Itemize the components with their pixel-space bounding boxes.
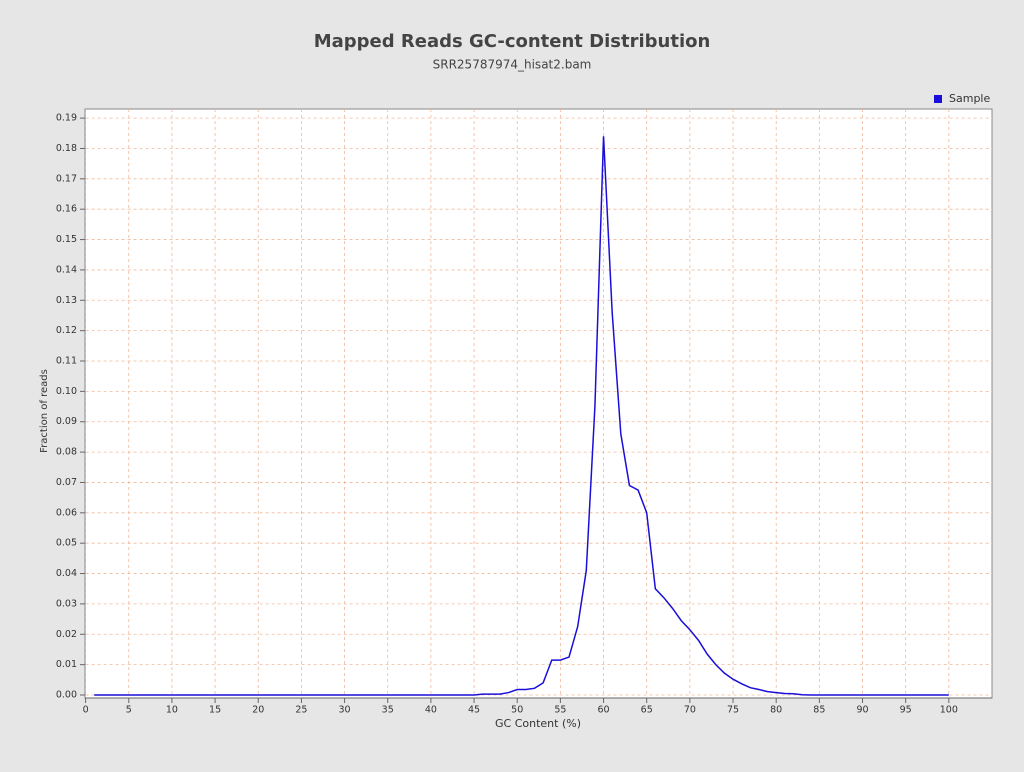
x-tick-label: 20 — [252, 705, 264, 716]
x-tick-label: 75 — [727, 705, 739, 716]
y-tick-label: 0.04 — [56, 568, 77, 579]
y-tick-label: 0.01 — [56, 659, 77, 670]
data-line — [94, 136, 949, 696]
x-tick-label: 95 — [900, 705, 912, 716]
x-tick-label: 80 — [770, 705, 782, 716]
y-tick-label: 0.17 — [56, 173, 77, 184]
x-tick-label: 55 — [554, 705, 566, 716]
x-tick-label: 0 — [83, 705, 89, 716]
y-tick-label: 0.13 — [56, 295, 77, 306]
x-tick-label: 70 — [684, 705, 696, 716]
y-tick-label: 0.19 — [56, 113, 77, 124]
x-tick-label: 5 — [126, 705, 132, 716]
y-tick-label: 0.14 — [56, 264, 77, 275]
x-tick-label: 40 — [425, 705, 437, 716]
x-tick-label: 10 — [166, 705, 178, 716]
y-tick-label: 0.03 — [56, 598, 77, 609]
x-tick-label: 45 — [468, 705, 480, 716]
y-tick-label: 0.07 — [56, 477, 77, 488]
x-tick-label: 100 — [940, 705, 958, 716]
x-tick-label: 35 — [382, 705, 394, 716]
chart-title: Mapped Reads GC-content Distribution — [314, 31, 711, 52]
x-tick-label: 25 — [295, 705, 307, 716]
x-tick-label: 90 — [856, 705, 868, 716]
y-tick-label: 0.09 — [56, 416, 77, 427]
x-tick-label: 65 — [641, 705, 653, 716]
legend-swatch — [934, 95, 942, 103]
plot-area — [84, 108, 993, 699]
y-tick-label: 0.00 — [56, 690, 77, 701]
y-tick-label: 0.12 — [56, 325, 77, 336]
x-tick-label: 60 — [597, 705, 609, 716]
y-tick-label: 0.18 — [56, 143, 77, 154]
y-tick-label: 0.02 — [56, 629, 77, 640]
y-tick-label: 0.06 — [56, 507, 77, 518]
x-tick-label: 85 — [813, 705, 825, 716]
y-tick-label: 0.10 — [56, 386, 77, 397]
y-tick-label: 0.11 — [56, 356, 77, 367]
x-axis-label: GC Content (%) — [495, 717, 581, 730]
chart-subtitle: SRR25787974_hisat2.bam — [433, 58, 592, 72]
y-tick-label: 0.16 — [56, 204, 77, 215]
y-axis-label: Fraction of reads — [39, 369, 50, 453]
y-tick-label: 0.15 — [56, 234, 77, 245]
x-tick-label: 50 — [511, 705, 523, 716]
legend-label: Sample — [949, 92, 990, 105]
x-tick-label: 15 — [209, 705, 221, 716]
y-tick-label: 0.08 — [56, 447, 77, 458]
y-tick-label: 0.05 — [56, 538, 77, 549]
x-tick-label: 30 — [339, 705, 351, 716]
